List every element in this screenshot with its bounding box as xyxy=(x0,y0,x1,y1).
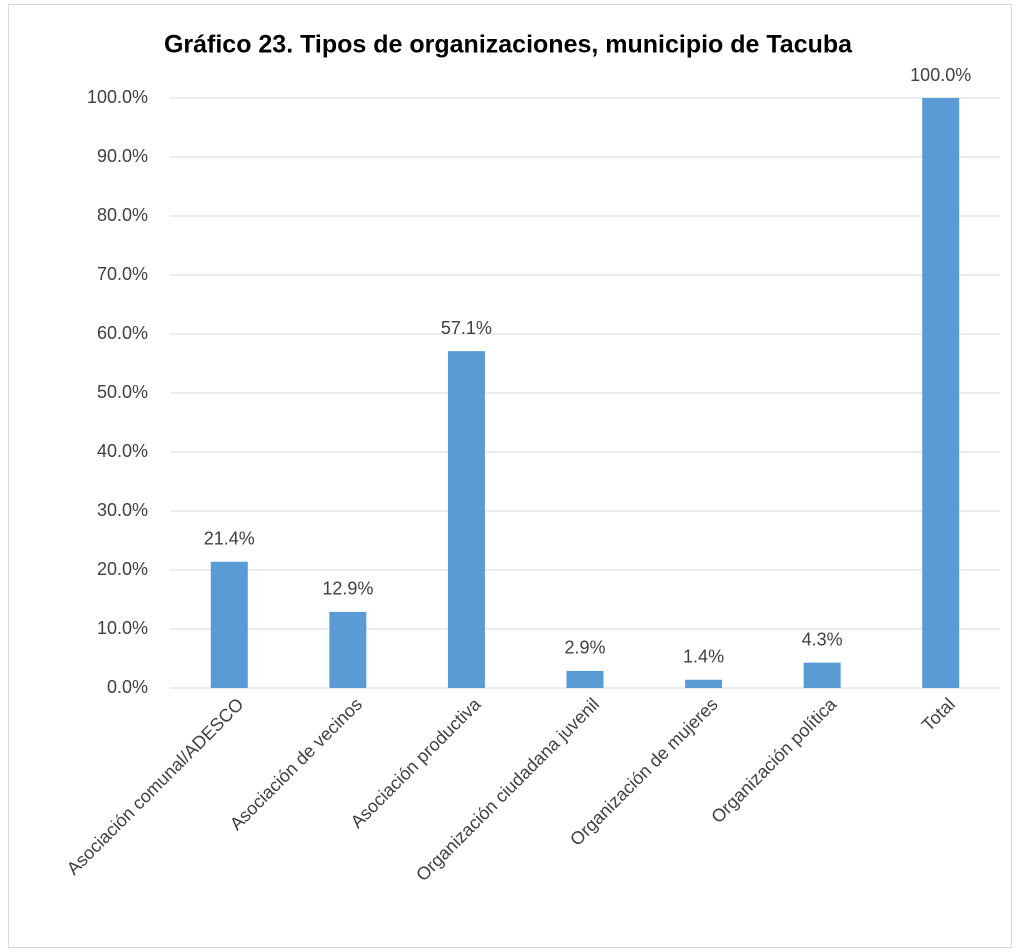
y-tick-label: 70.0% xyxy=(97,264,148,284)
bar xyxy=(566,670,604,688)
y-tick-label: 100.0% xyxy=(87,87,148,107)
y-tick-label: 90.0% xyxy=(97,146,148,166)
y-tick-label: 20.0% xyxy=(97,559,148,579)
bar xyxy=(685,679,723,688)
y-tick-label: 50.0% xyxy=(97,382,148,402)
bar xyxy=(922,98,960,688)
y-tick-label: 40.0% xyxy=(97,441,148,461)
value-label: 21.4% xyxy=(204,528,255,548)
chart-border xyxy=(8,4,1012,948)
y-tick-label: 10.0% xyxy=(97,618,148,638)
chart-title: Gráfico 23. Tipos de organizaciones, mun… xyxy=(164,31,853,59)
value-label: 57.1% xyxy=(441,318,492,338)
value-label: 4.3% xyxy=(802,629,843,649)
y-tick-label: 60.0% xyxy=(97,323,148,343)
y-tick-label: 80.0% xyxy=(97,205,148,225)
y-tick-label: 30.0% xyxy=(97,500,148,520)
value-label: 100.0% xyxy=(910,65,971,85)
value-label: 1.4% xyxy=(683,646,724,666)
bar xyxy=(447,351,485,688)
y-tick-label: 0.0% xyxy=(107,677,148,697)
bar xyxy=(329,611,367,688)
bar xyxy=(803,662,841,688)
value-label: 12.9% xyxy=(322,579,373,599)
bar xyxy=(210,561,248,688)
value-label: 2.9% xyxy=(564,638,605,658)
